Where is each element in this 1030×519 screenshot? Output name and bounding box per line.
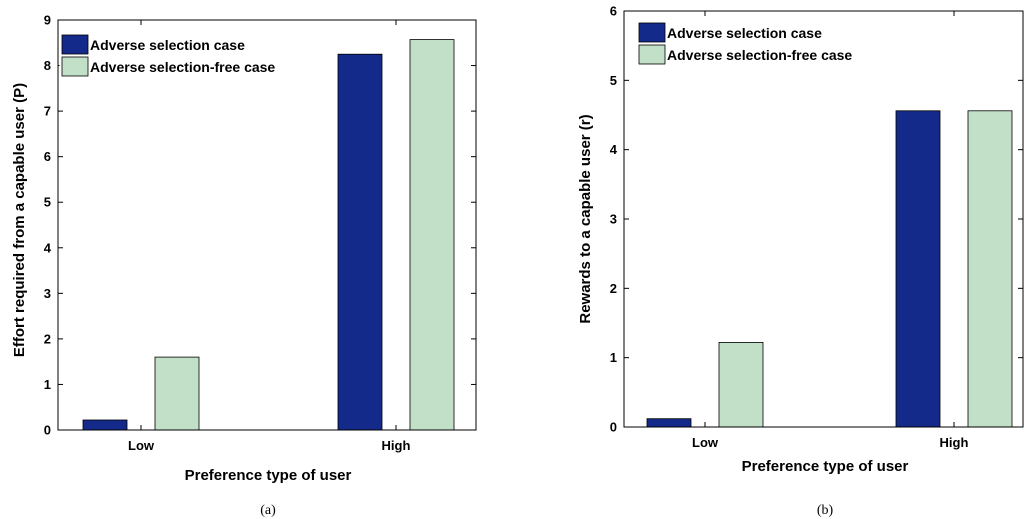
y-tick-label: 2 (44, 331, 51, 346)
y-tick-label: 6 (610, 4, 617, 19)
axes-frame (623, 10, 1024, 428)
y-tick-label: 1 (610, 350, 617, 365)
y-tick-label: 7 (44, 104, 51, 119)
x-axis-label: Preference type of user (742, 458, 909, 475)
legend-swatch (61, 34, 89, 55)
bar (967, 110, 1013, 428)
y-axis-label: Effort required from a capable user (P) (11, 83, 28, 357)
legend-label: Adverse selection-free case (667, 47, 852, 63)
y-tick-label: 6 (44, 149, 51, 164)
x-tick-label: High (382, 438, 411, 453)
x-tick-label: High (940, 435, 969, 450)
y-tick-label: 0 (44, 423, 51, 438)
y-tick-label: 1 (44, 377, 51, 392)
bar (154, 356, 200, 431)
y-axis-label: Rewards to a capable user (r) (577, 114, 594, 323)
y-tick-label: 4 (610, 142, 618, 157)
y-tick-label: 9 (44, 13, 51, 28)
axes-frame (57, 19, 477, 431)
legend-swatch (61, 56, 89, 77)
legend-label: Adverse selection-free case (90, 59, 275, 75)
x-tick-label: Low (692, 435, 719, 450)
y-tick-label: 2 (610, 281, 617, 296)
y-tick-label: 0 (610, 420, 617, 435)
legend-label: Adverse selection case (667, 25, 822, 41)
legend-label: Adverse selection case (90, 37, 245, 53)
y-tick-label: 8 (44, 58, 51, 73)
panel-caption: (a) (260, 503, 276, 518)
bar (718, 341, 764, 428)
bar (337, 53, 383, 431)
legend-swatch (638, 22, 666, 43)
bar (646, 418, 692, 428)
y-tick-label: 3 (610, 212, 617, 227)
x-axis-label: Preference type of user (185, 467, 352, 484)
legend-box (59, 31, 329, 81)
legend: Adverse selection case Adverse selection-… (636, 19, 906, 69)
y-tick-label: 5 (610, 73, 617, 88)
chart-panel-a: Effort required from a capable user (P) … (11, 13, 477, 518)
y-tick-label: 4 (44, 240, 52, 255)
chart-panel-b: Rewards to a capable user (r) Preference… (577, 4, 1024, 518)
y-tick-label: 3 (44, 286, 51, 301)
bar (82, 419, 128, 431)
legend-box (636, 19, 906, 69)
bar (409, 39, 455, 431)
legend: Adverse selection case Adverse selection-… (59, 31, 329, 81)
x-tick-label: Low (128, 438, 155, 453)
bar (895, 110, 941, 428)
y-tick-label: 5 (44, 195, 51, 210)
panel-caption: (b) (817, 503, 834, 518)
legend-swatch (638, 44, 666, 65)
